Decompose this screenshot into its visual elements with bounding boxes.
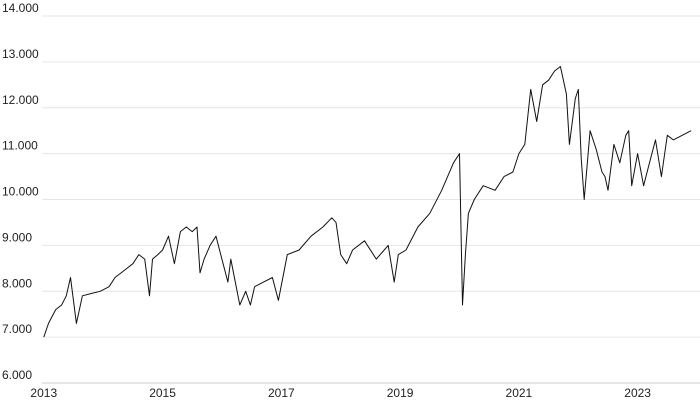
x-tick-label: 2021 — [506, 386, 533, 400]
y-tick-label: 6.000 — [2, 368, 32, 382]
series-line-0 — [43, 66, 692, 338]
series-layer — [43, 66, 692, 338]
x-tick-label: 2017 — [268, 386, 295, 400]
y-tick-label: 14.000 — [2, 1, 39, 15]
y-tick-label: 11.000 — [2, 139, 38, 153]
x-tick-label: 2013 — [30, 386, 57, 400]
y-tick-label: 9.000 — [2, 230, 32, 244]
y-tick-label: 10.000 — [2, 185, 39, 199]
y-tick-label: 13.000 — [2, 47, 39, 61]
y-tick-label: 7.000 — [2, 322, 32, 336]
y-tick-label: 8.000 — [2, 276, 32, 290]
x-tick-label: 2015 — [149, 386, 176, 400]
x-tick-label: 2023 — [624, 386, 651, 400]
x-axis-tick-labels: 2013 2015 2017 2019 2021 2023 — [30, 386, 651, 400]
x-tick-label: 2019 — [387, 386, 414, 400]
y-tick-label: 12.000 — [2, 93, 39, 107]
y-axis-tick-labels: 6.000 7.000 8.000 9.000 10.000 11.000 12.000 13… — [2, 1, 39, 382]
gridlines — [42, 15, 700, 384]
